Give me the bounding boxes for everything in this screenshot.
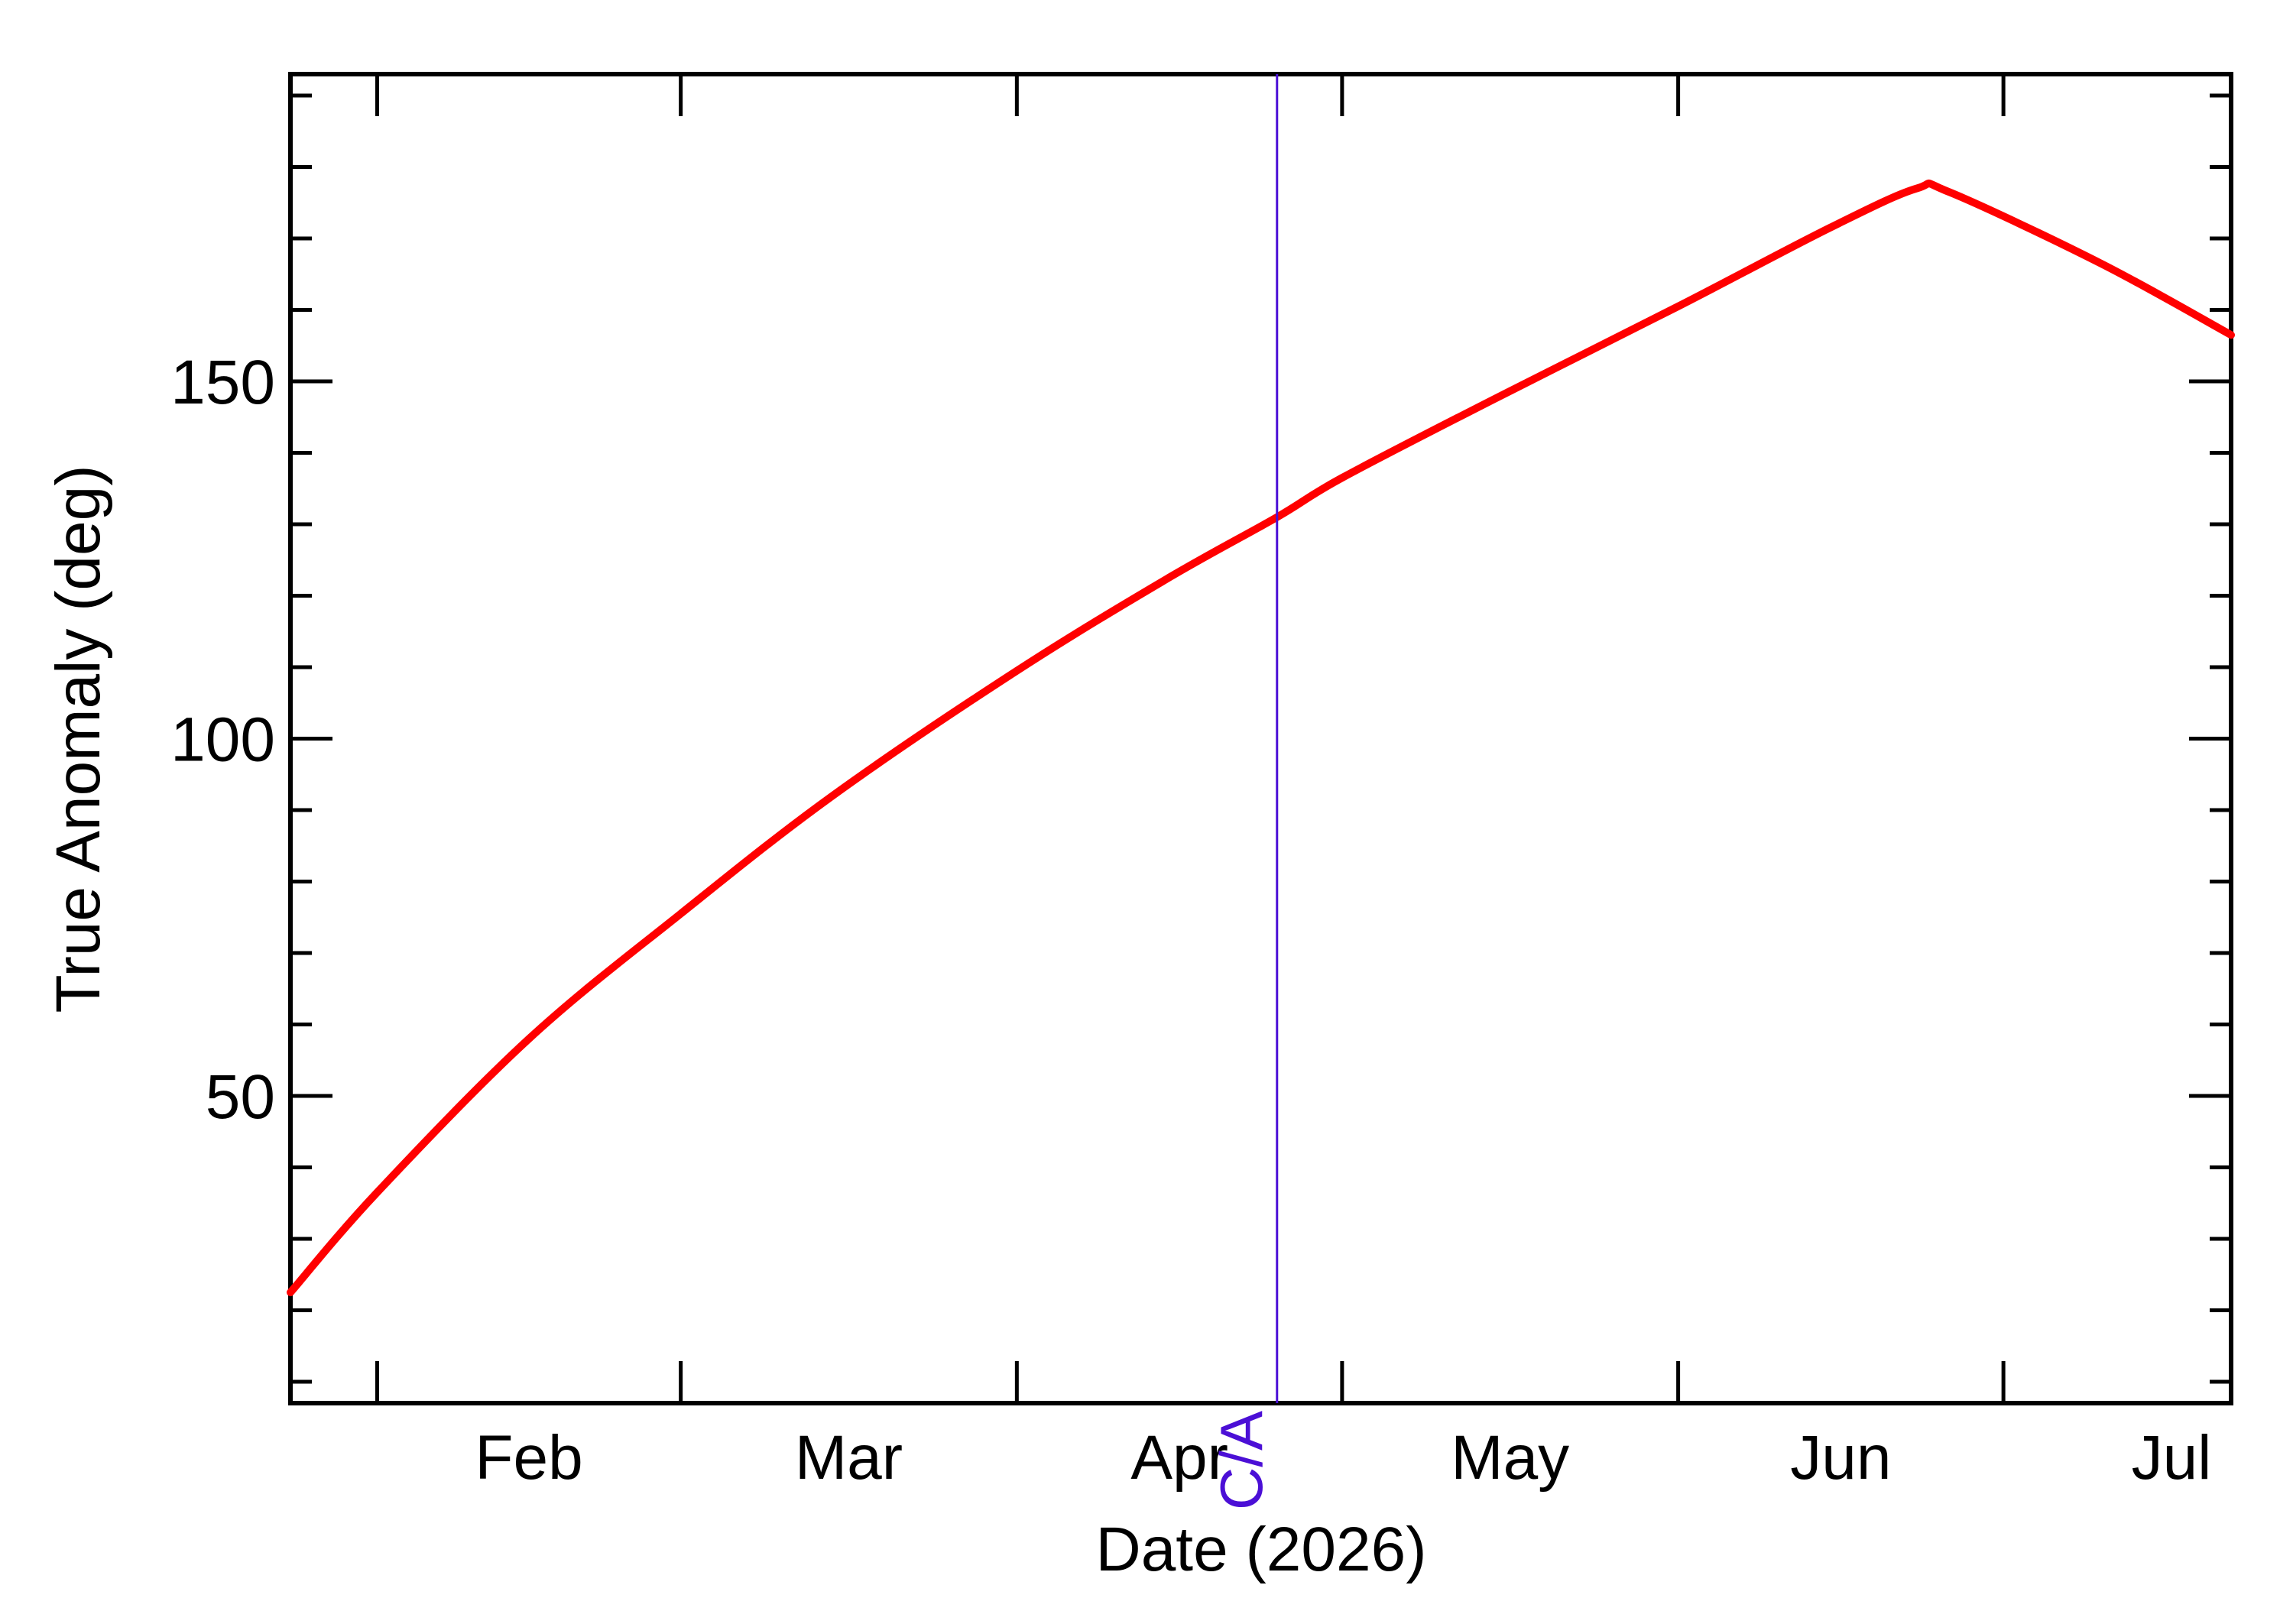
y-tick-label: 100 bbox=[170, 705, 275, 775]
y-axis-label: True Anomaly (deg) bbox=[44, 465, 113, 1013]
y-tick-label: 150 bbox=[170, 348, 275, 417]
x-axis-label: Date (2026) bbox=[1095, 1515, 1426, 1584]
x-month-label: May bbox=[1451, 1423, 1569, 1493]
x-month-label: Jun bbox=[1790, 1423, 1891, 1493]
plot-border bbox=[288, 72, 2233, 1405]
x-month-label: Feb bbox=[475, 1423, 582, 1493]
series-line bbox=[287, 179, 2235, 1297]
x-month-label: Apr bbox=[1130, 1423, 1228, 1493]
x-month-label: Jul bbox=[2132, 1423, 2212, 1493]
x-month-label: Mar bbox=[795, 1423, 903, 1493]
ca-marker-label: C/A bbox=[1208, 1411, 1275, 1510]
y-tick-label: 50 bbox=[206, 1062, 275, 1132]
